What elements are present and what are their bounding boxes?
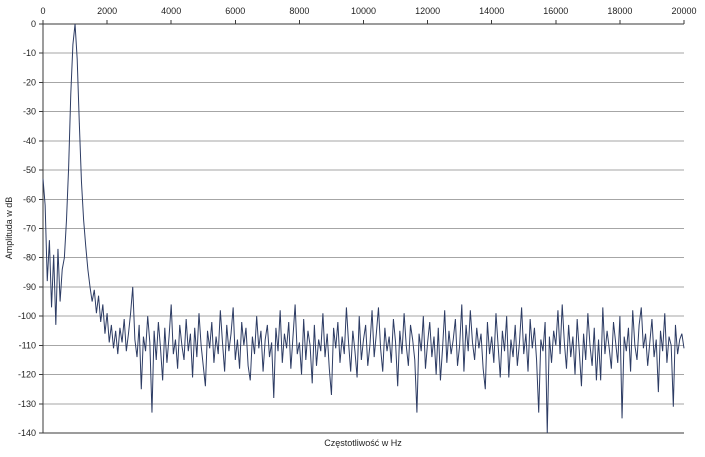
y-tick-label: -100 — [18, 311, 36, 321]
x-tick-label: 0 — [40, 6, 45, 16]
y-tick-label: -90 — [23, 282, 36, 292]
x-tick-label: 20000 — [671, 6, 696, 16]
x-tick-label: 12000 — [415, 6, 440, 16]
x-tick-label: 10000 — [351, 6, 376, 16]
x-tick-label: 2000 — [97, 6, 117, 16]
y-tick-label: -20 — [23, 77, 36, 87]
y-tick-label: -140 — [18, 428, 36, 438]
gridlines — [43, 52, 684, 405]
x-tick-label: 14000 — [479, 6, 504, 16]
y-tick-label: -10 — [23, 48, 36, 58]
y-tick-label: -40 — [23, 136, 36, 146]
x-tick-label: 6000 — [225, 6, 245, 16]
y-tick-label: -120 — [18, 370, 36, 380]
x-axis-title: Częstotliwość w Hz — [324, 438, 402, 448]
axes — [39, 20, 685, 434]
tick-labels: 0 2000 4000 6000 8000 10000 12000 14000 16000 180… — [18, 6, 697, 438]
y-tick-label: -130 — [18, 399, 36, 409]
x-tick-label: 8000 — [289, 6, 309, 16]
x-tick-label: 4000 — [161, 6, 181, 16]
y-axis-title: Amplituda w dB — [4, 196, 14, 260]
y-tick-label: -30 — [23, 107, 36, 117]
y-tick-label: 0 — [31, 19, 36, 29]
x-tick-label: 18000 — [607, 6, 632, 16]
y-tick-label: -70 — [23, 224, 36, 234]
y-tick-label: -80 — [23, 253, 36, 263]
y-tick-label: -110 — [19, 340, 36, 350]
spectrum-line — [42, 23, 685, 434]
x-tick-label: 16000 — [543, 6, 568, 16]
y-tick-label: -50 — [23, 165, 36, 175]
y-tick-label: -60 — [23, 194, 36, 204]
